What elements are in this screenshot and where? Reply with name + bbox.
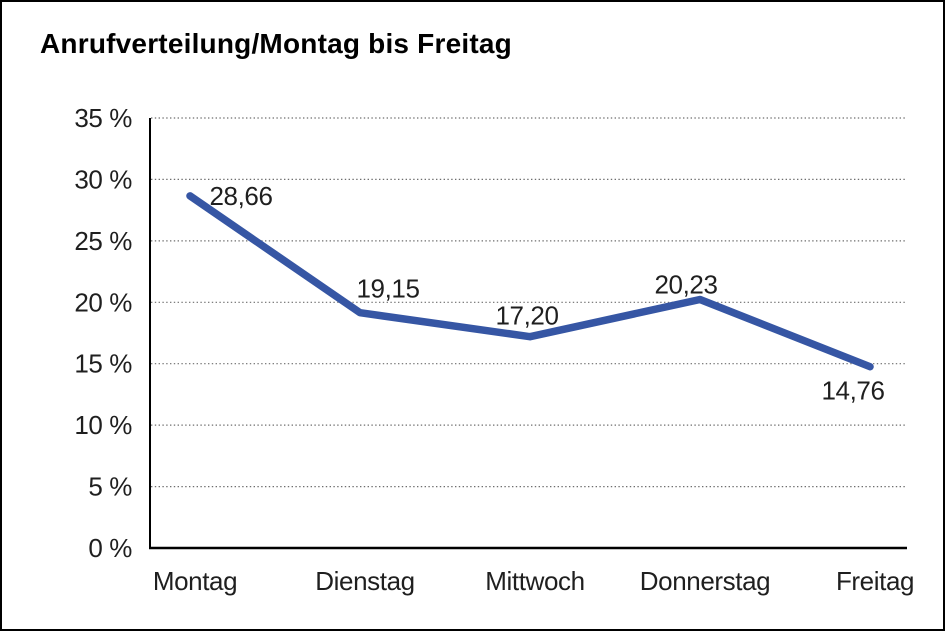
y-axis-tick-label: 10 % — [74, 410, 132, 440]
x-axis-category-label: Donnerstag — [640, 566, 770, 596]
data-point-label: 28,66 — [209, 181, 272, 211]
x-axis-category-label: Mittwoch — [485, 566, 584, 596]
y-axis-tick-label: 0 % — [88, 533, 132, 563]
y-axis-tick-label: 35 % — [74, 103, 132, 133]
y-axis-tick-label: 25 % — [74, 226, 132, 256]
data-series-line — [186, 192, 874, 371]
data-point-label: 14,76 — [821, 376, 884, 406]
y-axis-tick-label: 30 % — [74, 164, 132, 194]
data-point-label: 20,23 — [654, 270, 717, 300]
y-axis-tick-label: 5 % — [88, 472, 132, 502]
data-point-label: 19,15 — [356, 274, 419, 304]
y-axis-tick-label: 20 % — [74, 287, 132, 317]
chart-title: Anrufverteilung/Montag bis Freitag — [40, 28, 512, 59]
x-axis-category-label: Freitag — [836, 566, 914, 596]
x-axis-category-label: Dienstag — [315, 566, 414, 596]
x-axis-category-label: Montag — [153, 566, 237, 596]
y-axis-tick-label: 15 % — [74, 349, 132, 379]
data-point-label: 17,20 — [495, 301, 558, 331]
